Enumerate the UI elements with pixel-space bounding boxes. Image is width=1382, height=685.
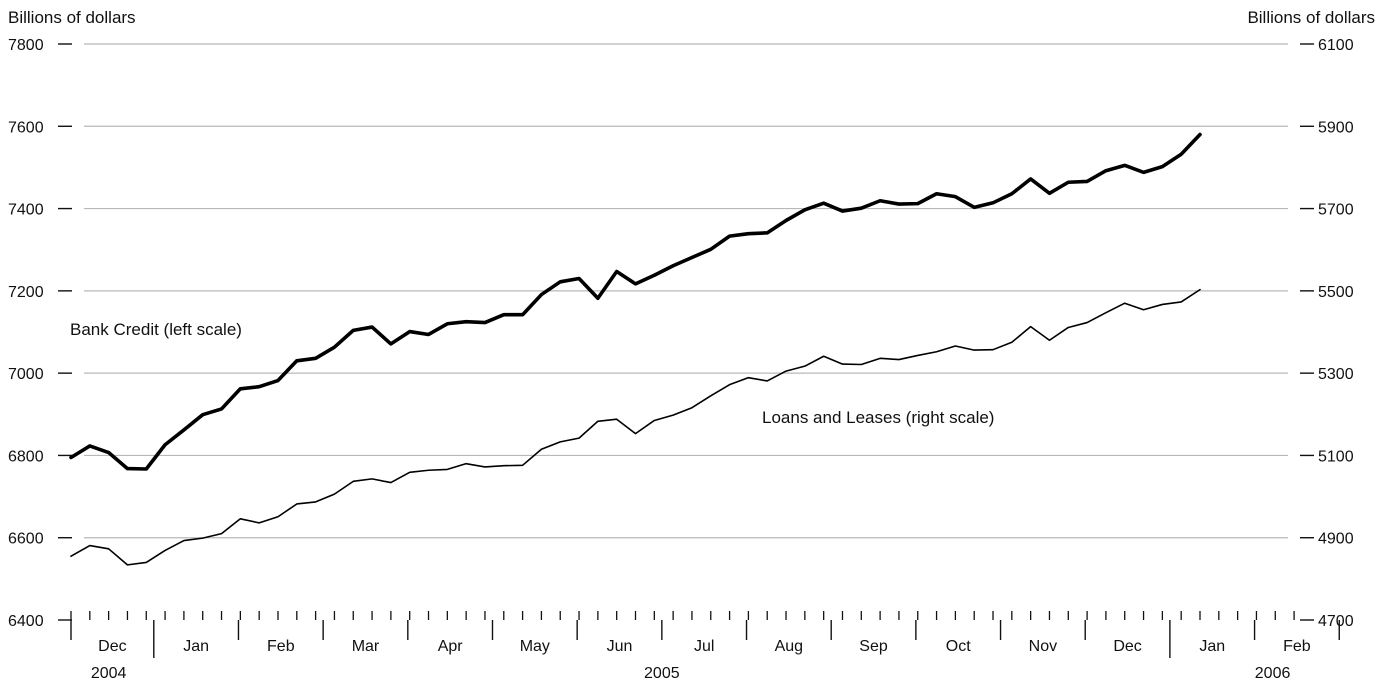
series-line-bank-credit bbox=[69, 132, 1202, 471]
month-label: Feb bbox=[1283, 638, 1311, 655]
left-tick-label: 7200 bbox=[8, 284, 44, 301]
month-label: Feb bbox=[267, 638, 295, 655]
series-lines bbox=[69, 132, 1202, 566]
right-tick-label: 4900 bbox=[1318, 531, 1354, 548]
series-label-bank-credit: Bank Credit (left scale) bbox=[70, 320, 242, 339]
right-tick-label: 4700 bbox=[1318, 613, 1354, 630]
month-label: Jan bbox=[1199, 638, 1225, 655]
right-tick-label: 5700 bbox=[1318, 202, 1354, 219]
month-label: Apr bbox=[438, 638, 464, 655]
right-tick-label: 5300 bbox=[1318, 366, 1354, 383]
left-tick-label: 6400 bbox=[8, 613, 44, 630]
month-label: Oct bbox=[946, 638, 971, 655]
left-axis: 6400 6600 6800 7000 7200 7400 7600 7800 bbox=[8, 37, 72, 630]
month-label: Sep bbox=[859, 638, 888, 655]
year-label: 2004 bbox=[91, 665, 127, 682]
month-label: Jun bbox=[607, 638, 633, 655]
month-label: Jul bbox=[694, 638, 714, 655]
month-label: Aug bbox=[775, 638, 803, 655]
left-tick-label: 7000 bbox=[8, 366, 44, 383]
right-axis-title: Billions of dollars bbox=[1247, 8, 1375, 27]
gridlines bbox=[84, 43, 1288, 539]
year-label: 2005 bbox=[644, 665, 680, 682]
series-line-loans-leases bbox=[70, 288, 1201, 566]
left-axis-title: Billions of dollars bbox=[8, 8, 136, 27]
left-tick-label: 6800 bbox=[8, 448, 44, 465]
month-label: May bbox=[520, 638, 550, 655]
month-label: Dec bbox=[1113, 638, 1141, 655]
month-label: Dec bbox=[98, 638, 126, 655]
left-tick-label: 6600 bbox=[8, 531, 44, 548]
right-axis: 4700 4900 5100 5300 5500 5700 5900 6100 bbox=[1300, 37, 1354, 630]
right-tick-label: 5900 bbox=[1318, 119, 1354, 136]
left-tick-label: 7400 bbox=[8, 202, 44, 219]
left-tick-label: 7600 bbox=[8, 119, 44, 136]
year-label: 2006 bbox=[1255, 665, 1291, 682]
month-label: Jan bbox=[183, 638, 209, 655]
right-tick-label: 6100 bbox=[1318, 37, 1354, 54]
right-tick-label: 5100 bbox=[1318, 448, 1354, 465]
x-axis: Dec Jan Feb Mar Apr May Jun Jul Aug Sep Oct Nov Dec J… bbox=[70, 611, 1340, 682]
month-label: Nov bbox=[1029, 638, 1057, 655]
left-tick-label: 7800 bbox=[8, 37, 44, 54]
series-label-loans-leases: Loans and Leases (right scale) bbox=[762, 408, 994, 427]
month-label: Mar bbox=[352, 638, 380, 655]
right-tick-label: 5500 bbox=[1318, 284, 1354, 301]
